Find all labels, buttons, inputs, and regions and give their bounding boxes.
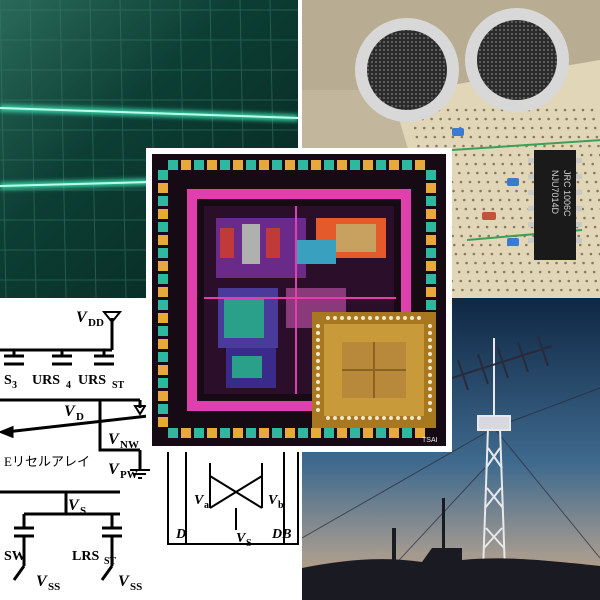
label-s3: S — [4, 373, 12, 388]
label-urs4-sub: 4 — [66, 380, 71, 391]
label-db: DB — [271, 527, 291, 542]
label-vb: V — [268, 493, 279, 508]
die-photo-inset — [312, 312, 436, 428]
scope-trace-upper — [0, 107, 298, 119]
chip-layout-image: TSAI — [146, 148, 452, 452]
label-s3-sub: 3 — [12, 380, 17, 391]
label-vd: V — [64, 403, 76, 420]
label-array-caption: Eリセルアレイ — [4, 454, 90, 469]
label-vpw: V — [108, 461, 120, 478]
label-va-sub: a — [204, 500, 209, 511]
label-vnw: V — [108, 431, 120, 448]
label-urs4: URS — [32, 373, 60, 388]
label-vdd-sub: DD — [88, 317, 104, 329]
label-d: D — [175, 527, 186, 542]
core-blocks — [204, 206, 396, 394]
label-vss-right: V — [118, 573, 130, 590]
label-lrs-st-sub: ST — [104, 556, 117, 567]
label-vnw-sub: NW — [120, 439, 139, 451]
label-vss-left: V — [36, 573, 48, 590]
label-vb-sub: b — [278, 500, 284, 511]
label-va: V — [194, 493, 205, 508]
label-sw: SW — [4, 549, 26, 564]
ic-marking-2: JRC 1006C — [562, 170, 572, 217]
label-vpw-sub: PW — [120, 469, 138, 481]
label-inset-vs-sub: S — [246, 538, 252, 549]
ultrasonic-transducer-left — [355, 18, 459, 122]
yagi-antenna — [451, 335, 553, 391]
ic-marking-1: NJU7014D — [550, 170, 560, 215]
layout-corner-mark: TSAI — [422, 437, 438, 444]
label-lrs-st: LRS — [72, 549, 99, 564]
ic-chip: NJU7014D JRC 1006C — [528, 150, 582, 260]
ultrasonic-transducer-right — [465, 8, 569, 112]
label-vss-left-sub: SS — [48, 581, 60, 593]
label-vs-sub: S — [80, 505, 86, 517]
label-vdd: V — [76, 309, 88, 326]
label-urs-st: URS — [78, 373, 106, 388]
label-vss-right-sub: SS — [130, 581, 142, 593]
label-vs: V — [68, 497, 80, 514]
label-inset-vs: V — [236, 531, 247, 546]
label-vd-sub: D — [76, 411, 84, 423]
label-urs-st-sub: ST — [112, 380, 125, 391]
